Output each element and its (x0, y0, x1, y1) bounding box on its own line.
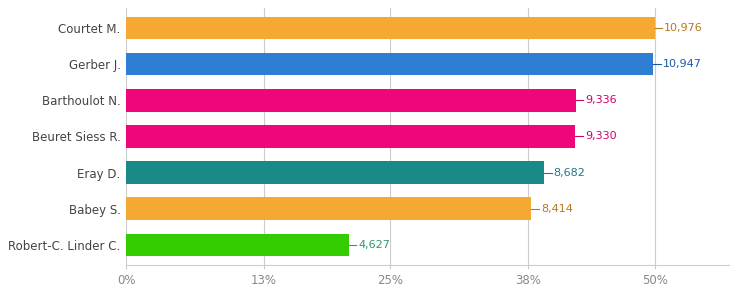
Text: 8,682: 8,682 (553, 168, 586, 178)
Text: 9,330: 9,330 (585, 132, 617, 142)
Text: 9,336: 9,336 (585, 95, 617, 105)
Bar (126, 53, 653, 76)
Text: 10,976: 10,976 (664, 23, 703, 33)
Bar (126, 161, 544, 184)
Bar (126, 125, 576, 148)
Bar (126, 234, 349, 256)
Text: 8,414: 8,414 (541, 204, 573, 214)
Text: 10,947: 10,947 (663, 59, 702, 69)
Bar (126, 89, 576, 112)
Bar (126, 197, 531, 220)
Text: 4,627: 4,627 (358, 240, 391, 250)
Bar (126, 17, 654, 39)
